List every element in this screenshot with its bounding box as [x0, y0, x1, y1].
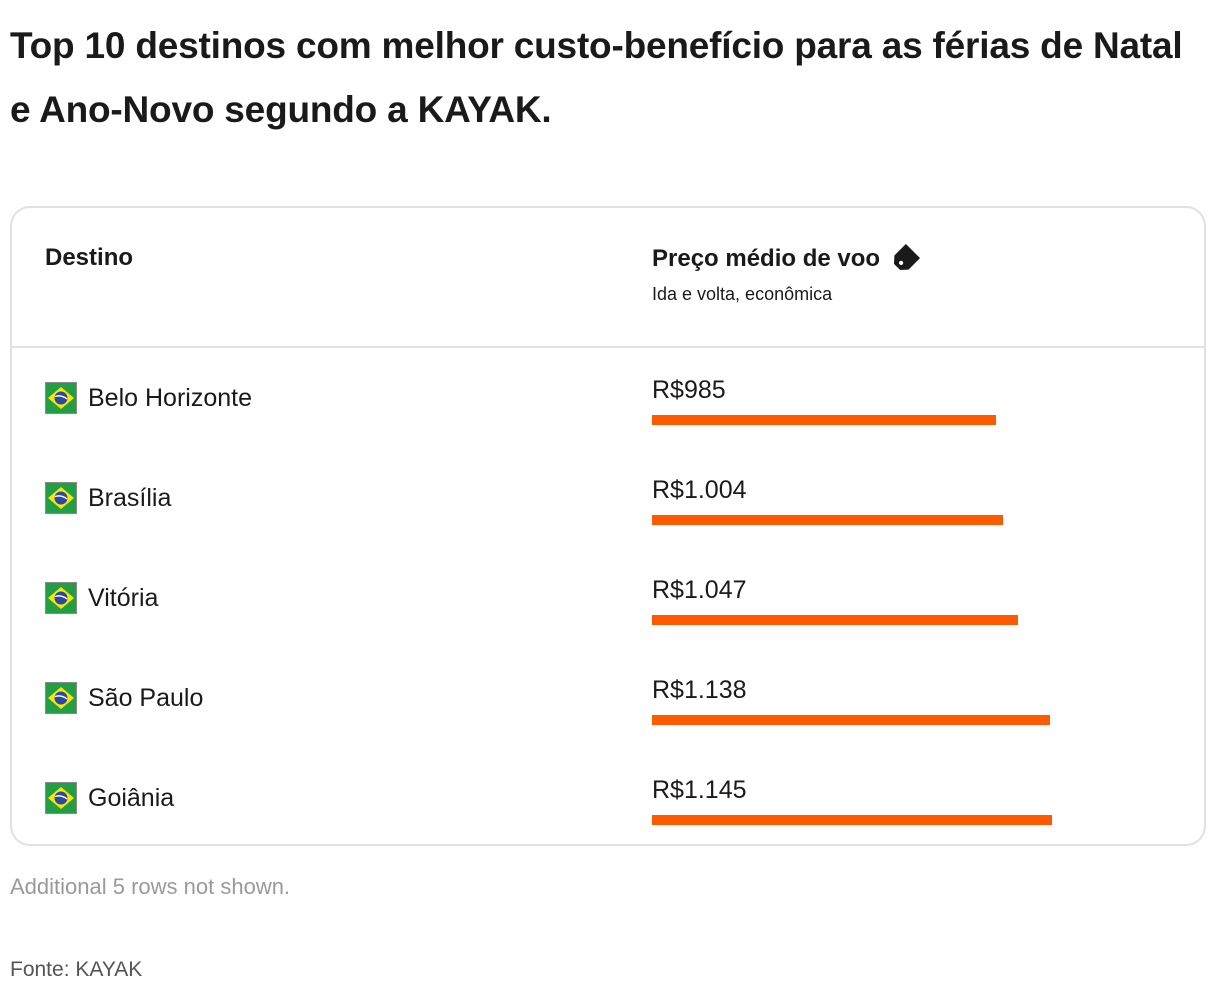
table-row: Belo Horizonte R$985	[12, 348, 1204, 448]
price-bar	[652, 715, 1050, 725]
price-bar	[652, 615, 1018, 625]
brazil-flag-icon	[45, 382, 77, 414]
price-tag-icon	[890, 243, 921, 274]
table-row: Vitória R$1.047	[12, 548, 1204, 648]
price-data-label: R$1.004	[652, 476, 747, 504]
brazil-flag-icon	[45, 482, 77, 514]
column-header-price-subtitle: Ida e volta, econômica	[652, 284, 833, 304]
price-data-label: R$1.138	[652, 676, 747, 704]
destination-label: Goiânia	[88, 784, 175, 812]
price-bar	[652, 515, 1003, 525]
source-caption: Fonte: KAYAK	[10, 958, 143, 981]
destination-label: Vitória	[88, 584, 159, 612]
table-row: Goiânia R$1.145	[12, 748, 1204, 848]
table-row: São Paulo R$1.138	[12, 648, 1204, 748]
price-bar	[652, 415, 996, 425]
rows-hidden-note: Additional 5 rows not shown.	[10, 874, 291, 899]
brazil-flag-icon	[45, 782, 77, 814]
destination-label: São Paulo	[88, 684, 204, 712]
price-data-label: R$1.145	[652, 776, 747, 804]
table-header: Destino Preço médio de voo Ida e volta, …	[12, 208, 1204, 348]
chart-title: Top 10 destinos com melhor custo-benefíc…	[10, 25, 1183, 130]
price-data-label: R$1.047	[652, 576, 747, 604]
brazil-flag-icon	[45, 682, 77, 714]
column-header-price: Preço médio de voo Ida e volta, econômic…	[652, 243, 921, 305]
column-header-price-label: Preço médio de voo	[652, 245, 881, 272]
column-header-destination: Destino	[45, 244, 134, 271]
price-data-label: R$985	[652, 376, 726, 404]
destination-label: Brasília	[88, 484, 172, 512]
price-bar	[652, 815, 1052, 825]
destination-label: Belo Horizonte	[88, 384, 252, 412]
table-row: Brasília R$1.004	[12, 448, 1204, 548]
brazil-flag-icon	[45, 582, 77, 614]
data-table-card: Destino Preço médio de voo Ida e volta, …	[10, 206, 1206, 846]
